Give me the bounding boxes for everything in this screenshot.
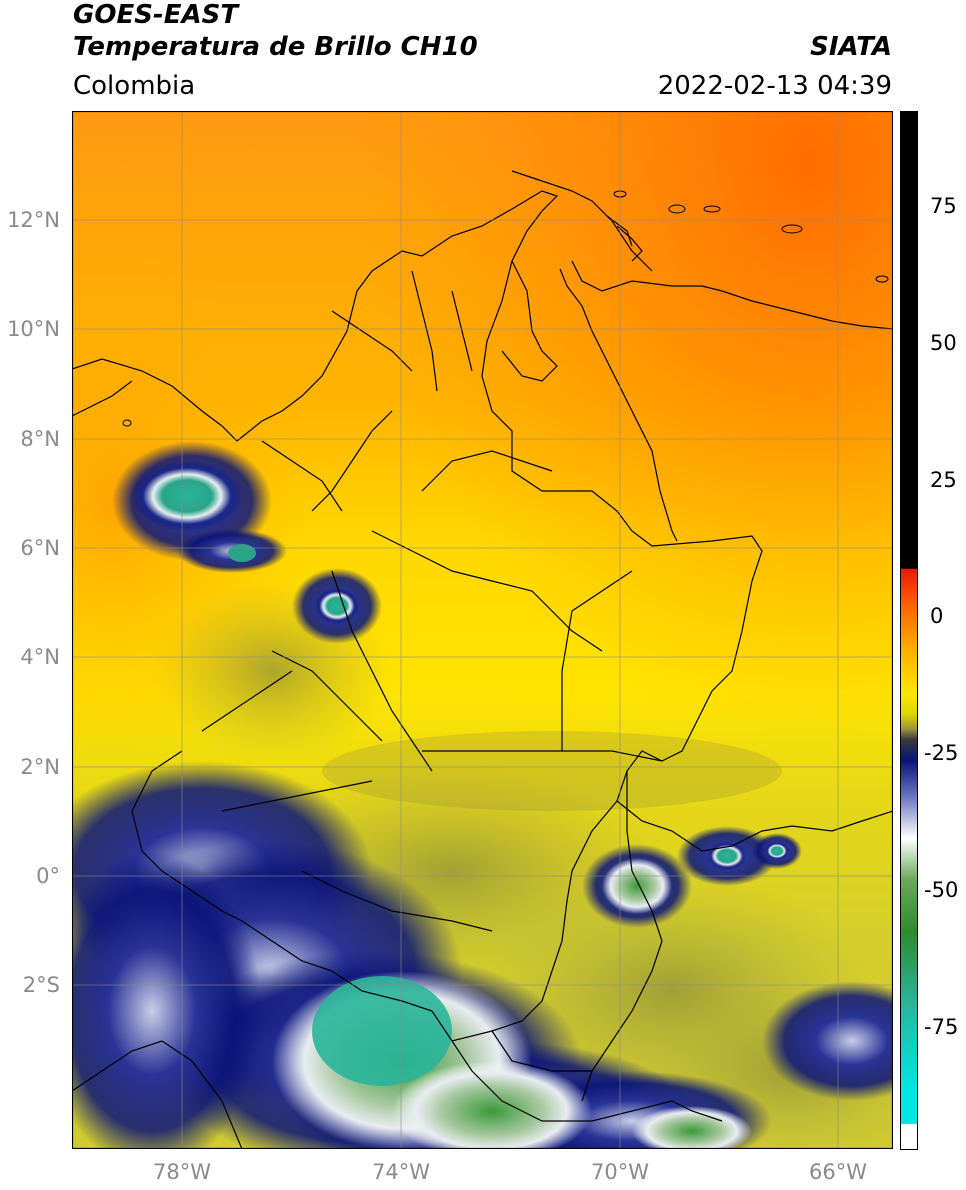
satellite-map bbox=[72, 111, 893, 1149]
lat-label-8n: 8°N bbox=[20, 427, 60, 451]
colorbar-tick-50: 50 bbox=[930, 331, 957, 355]
lon-label-74w: 74°W bbox=[372, 1160, 430, 1184]
lat-label-2n: 2°N bbox=[20, 755, 60, 779]
region-label: Colombia bbox=[73, 71, 196, 101]
lat-label-0: 0° bbox=[36, 864, 60, 888]
lat-label-12n: 12°N bbox=[7, 208, 60, 232]
colorbar bbox=[900, 111, 918, 1150]
lat-label-10n: 10°N bbox=[7, 317, 60, 341]
colorbar-tick-25: 25 bbox=[930, 468, 957, 492]
lat-label-2s: 2°S bbox=[22, 973, 60, 997]
colorbar-tick-minus50: -50 bbox=[924, 878, 959, 902]
colorbar-tick-0: 0 bbox=[930, 604, 944, 628]
colorbar-tick-75: 75 bbox=[930, 194, 957, 218]
lon-label-70w: 70°W bbox=[591, 1160, 649, 1184]
colorbar-tick-minus25: -25 bbox=[924, 741, 959, 765]
agency-label: SIATA bbox=[810, 32, 892, 62]
lon-label-66w: 66°W bbox=[809, 1160, 867, 1184]
title-satellite: GOES-EAST bbox=[73, 0, 239, 30]
lat-label-6n: 6°N bbox=[20, 536, 60, 560]
timestamp-label: 2022-02-13 04:39 bbox=[657, 71, 892, 101]
lat-label-4n: 4°N bbox=[20, 645, 60, 669]
lon-label-78w: 78°W bbox=[153, 1160, 211, 1184]
title-product: Temperatura de Brillo CH10 bbox=[73, 32, 478, 62]
colorbar-tick-minus75: -75 bbox=[924, 1015, 959, 1039]
